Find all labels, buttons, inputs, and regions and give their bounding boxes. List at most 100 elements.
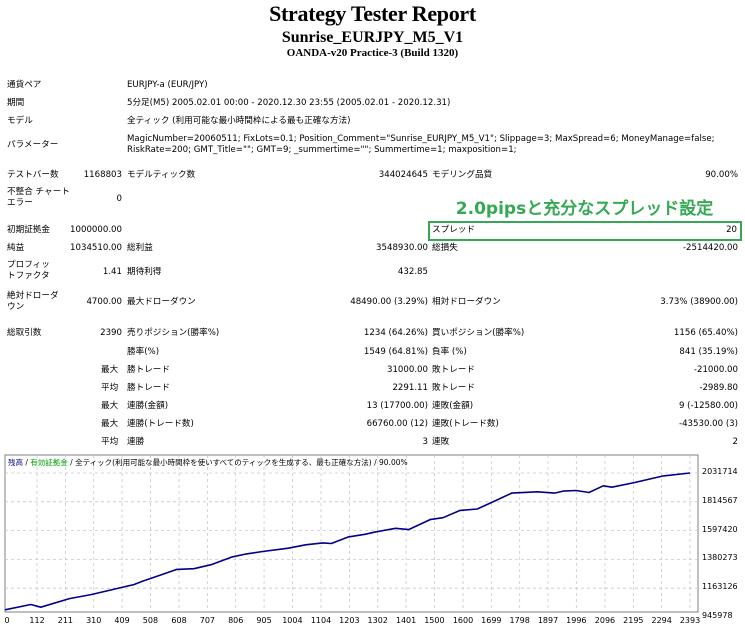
period-value: 5分足(M5) 2005.02.01 00:00 - 2020.12.30 23…	[127, 98, 451, 108]
gross-loss-value: -2514420.00	[682, 243, 738, 253]
max-drawdown-label: 最大ドローダウン	[127, 297, 196, 307]
total-trades-label: 総取引数	[7, 328, 42, 338]
x-tick-label: 2393	[679, 616, 701, 625]
largest-win-value: 31000.00	[386, 365, 428, 375]
avg-consec-losses-label: 連敗	[432, 437, 450, 447]
avg-consec-wins-label: 連勝	[127, 437, 145, 447]
ticks-value: 344024645	[378, 170, 428, 180]
x-tick-label: 1004	[282, 616, 303, 625]
spread-annotation: 2.0pipsと充分なスプレッド設定	[455, 199, 714, 219]
expected-payoff-value: 432.85	[397, 267, 428, 277]
x-tick-label: 1798	[509, 616, 530, 625]
spread-value: 20	[726, 225, 737, 235]
chart-frame	[4, 454, 699, 613]
legend-model: 全ティック(利用可能な最小時間枠を使いすべてのティックを生成する、最も正確な方法…	[75, 458, 372, 467]
x-tick-label: 1996	[566, 616, 587, 625]
max-consec-losses-money-value: 9 (-12580.00)	[678, 401, 738, 411]
avg-win-label: 勝トレード	[127, 383, 170, 393]
y-tick-label: 1814567	[702, 495, 738, 505]
largest-prefix-2: 最大	[101, 401, 119, 411]
symbol-value: EURJPY-a (EUR/JPY)	[127, 80, 208, 90]
loss-rate-value: 841 (35.19%)	[679, 347, 738, 357]
avg-win-value: 2291.11	[392, 383, 428, 393]
model-label: モデル	[7, 116, 33, 126]
max-consec-wins-count-value: 66760.00 (12)	[366, 419, 428, 429]
x-tick-label: 1104	[310, 616, 332, 625]
max-consec-wins-count-label: 連勝(トレード数)	[127, 419, 194, 429]
bars-value: 1168803	[83, 170, 122, 180]
avg-consec-losses-value: 2	[732, 437, 738, 447]
quality-label: モデリング品質	[432, 170, 493, 180]
long-positions-label: 買いポジション(勝率%)	[432, 328, 525, 338]
gross-profit-label: 総利益	[127, 243, 153, 253]
server-info: OANDA-v20 Practice-3 (Build 1320)	[286, 47, 459, 59]
balance-chart	[4, 454, 699, 613]
abs-drawdown-label: 絶対ドローダウン	[7, 291, 59, 312]
x-tick-label: 1203	[339, 616, 360, 625]
max-consec-losses-count-value: -43530.00 (3)	[678, 419, 738, 429]
net-profit-value: 1034510.00	[70, 243, 122, 253]
symbol-label: 通貨ペア	[7, 80, 42, 90]
x-tick-label: 1897	[537, 616, 559, 625]
y-tick-label: 2031714	[702, 467, 738, 476]
x-tick-label: 806	[228, 616, 244, 625]
params-line-1: MagicNumber=20060511; FixLots=0.1; Posit…	[127, 134, 715, 144]
legend-separator: /	[23, 458, 31, 467]
legend-balance: 残高	[8, 458, 23, 467]
balance-line	[4, 472, 691, 611]
deposit-value: 1000000.00	[70, 225, 122, 235]
params-line-2: RiskRate=200; GMT_Title=""; GMT=9; _summ…	[127, 145, 517, 155]
max-consec-wins-money-value: 13 (17700.00)	[366, 401, 428, 411]
y-tick-label: 1380273	[702, 553, 738, 563]
x-tick-label: 2195	[623, 616, 644, 625]
x-tick-label: 211	[57, 616, 74, 625]
x-tick-label: 1302	[367, 616, 388, 625]
x-tick-label: 112	[29, 616, 45, 625]
profit-factor-value: 1.41	[102, 267, 122, 277]
x-tick-label: 905	[256, 616, 272, 625]
gross-loss-label: 総損失	[432, 243, 458, 253]
largest-prefix-3: 最大	[101, 419, 119, 429]
model-value: 全ティック (利用可能な最小時間枠による最も正確な方法)	[127, 116, 351, 126]
deposit-label: 初期証拠金	[7, 225, 50, 235]
report-title: Strategy Tester Report	[269, 1, 476, 26]
chart-legend: 残高 / 有効証拠金 / 全ティック(利用可能な最小時間枠を使いすべてのティック…	[8, 457, 408, 468]
avg-consec-wins-value: 3	[422, 437, 428, 447]
bars-label: テストバー数	[7, 170, 59, 180]
legend-separator: /	[371, 458, 380, 467]
mismatch-value: 0	[116, 194, 122, 204]
win-rate-value: 1549 (64.81%)	[363, 347, 428, 357]
x-tick-label: 1500	[424, 616, 445, 625]
x-tick-label: 1401	[395, 616, 417, 625]
average-prefix: 平均	[101, 383, 119, 393]
x-tick-label: 608	[171, 616, 187, 625]
x-tick-label: 508	[142, 616, 159, 625]
short-positions-label: 売りポジション(勝率%)	[127, 328, 220, 338]
win-rate-label: 勝率(%)	[127, 347, 160, 357]
ticks-label: モデルティック数	[127, 170, 196, 180]
rel-drawdown-label: 相対ドローダウン	[432, 297, 501, 307]
x-tick-label: 1699	[481, 616, 502, 625]
spread-highlight-box	[428, 221, 742, 241]
total-trades-value: 2390	[100, 328, 122, 338]
y-tick-label: 945978	[702, 611, 733, 620]
net-profit-label: 純益	[7, 243, 25, 253]
largest-prefix: 最大	[101, 365, 119, 375]
mismatch-label: 不整合 チャートエラー	[7, 187, 70, 208]
y-tick-label: 1163126	[702, 582, 738, 592]
spread-label: スプレッド	[432, 225, 475, 235]
period-label: 期間	[7, 98, 25, 108]
max-drawdown-value: 48490.00 (3.29%)	[350, 297, 428, 307]
y-tick-label: 1597420	[702, 524, 738, 534]
max-consec-losses-count-label: 連敗(トレード数)	[432, 419, 499, 429]
rel-drawdown-value: 3.73% (38900.00)	[660, 297, 738, 307]
largest-win-label: 勝トレード	[127, 365, 170, 375]
max-consec-losses-money-label: 連敗(金額)	[432, 401, 474, 411]
legend-quality: 90.00%	[379, 458, 408, 467]
x-tick-label: 310	[86, 616, 102, 625]
long-positions-value: 1156 (65.40%)	[673, 328, 738, 338]
expert-name: Sunrise_EURJPY_M5_V1	[281, 29, 464, 46]
largest-loss-value: -21000.00	[693, 365, 738, 375]
legend-separator: /	[67, 458, 76, 467]
x-tick-label: 409	[114, 616, 130, 625]
